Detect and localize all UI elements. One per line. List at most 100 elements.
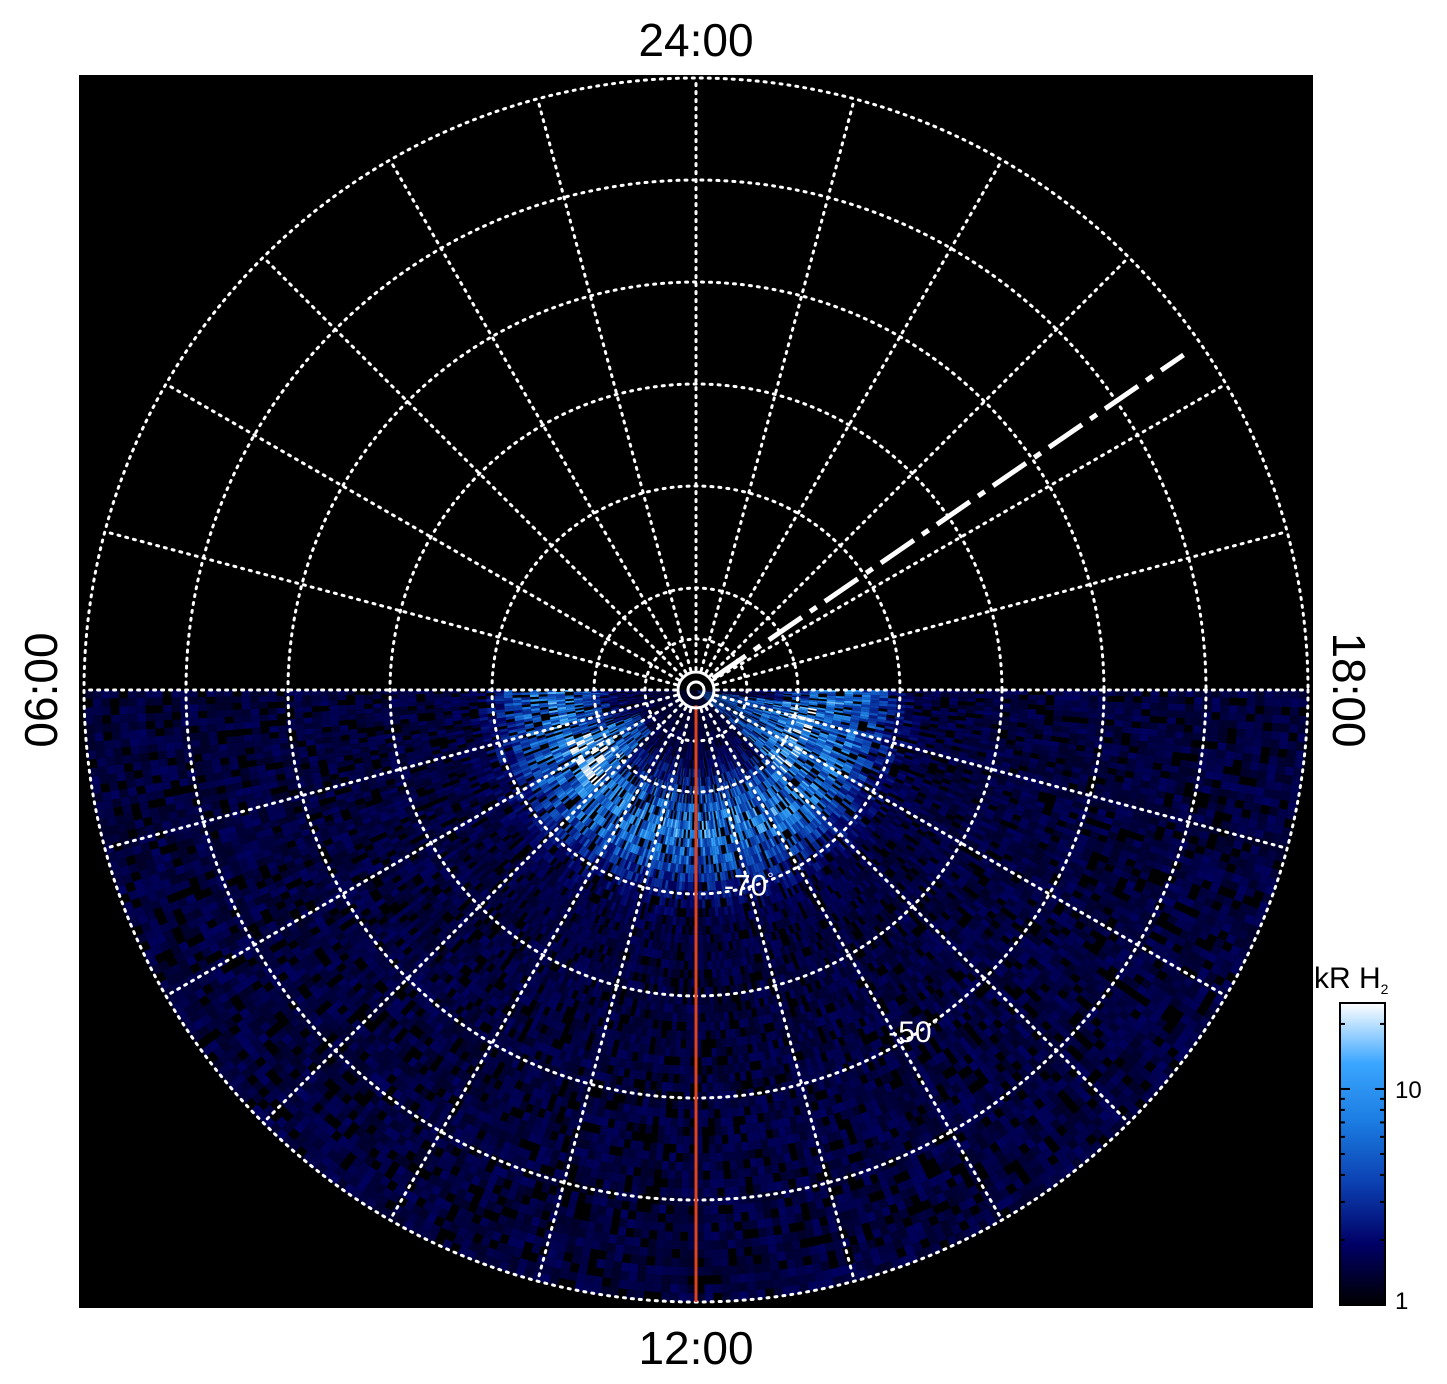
heatmap-cell — [680, 693, 689, 698]
heatmap-cell — [699, 742, 702, 751]
heatmap-cell — [783, 691, 793, 693]
heatmap-cell — [679, 692, 688, 697]
heatmap-cell — [668, 705, 676, 712]
heatmap-cell — [696, 690, 697, 699]
heatmap-cell — [870, 695, 880, 698]
heatmap-cell — [648, 723, 656, 730]
heatmap-cell — [751, 715, 760, 720]
heatmap-cell — [710, 740, 715, 749]
heatmap-cell — [693, 698, 695, 708]
heatmap-cell — [744, 708, 754, 713]
heatmap-cell — [626, 691, 635, 693]
heatmap-cell — [703, 741, 706, 751]
heatmap-cell — [626, 694, 635, 696]
heatmap-cell — [665, 744, 670, 754]
heatmap-cell — [629, 708, 639, 713]
heatmap-cell — [477, 693, 487, 697]
heatmap-cell — [729, 741, 735, 749]
heatmap-cell — [689, 698, 693, 707]
heatmap-cell — [755, 702, 765, 705]
heatmap-cell — [705, 714, 710, 723]
heatmap-cell — [647, 721, 655, 728]
heatmap-cell — [745, 705, 755, 709]
heatmap-cell — [681, 695, 689, 701]
heatmap-cell — [728, 741, 734, 750]
heatmap-cell — [674, 710, 681, 718]
heatmap-cell — [709, 700, 717, 706]
heatmap-cell — [736, 735, 743, 743]
heatmap-cell — [662, 698, 672, 702]
heatmap-cell — [672, 747, 677, 757]
heatmap-cell — [704, 714, 709, 723]
heatmap-cell — [712, 710, 718, 718]
heatmap-cell — [757, 694, 766, 696]
heatmap-cell — [674, 730, 679, 739]
heatmap-cell — [692, 690, 696, 699]
heatmap-cell — [675, 711, 681, 719]
heatmap-cell — [756, 695, 766, 697]
heatmap-cell — [689, 724, 691, 734]
heatmap-cell — [718, 716, 726, 723]
heatmap-cell — [666, 704, 675, 710]
heatmap-cell — [635, 699, 645, 703]
heatmap-cell — [720, 698, 729, 703]
heatmap-cell — [654, 739, 660, 747]
heatmap-cell — [703, 864, 707, 874]
heatmap-cell — [701, 696, 708, 704]
heatmap-cell — [655, 729, 663, 737]
heatmap-cell — [678, 691, 688, 693]
heatmap-cell — [732, 738, 739, 746]
heatmap-cell — [756, 698, 766, 701]
heatmap-cell — [650, 724, 658, 732]
heatmap-cell — [709, 700, 717, 707]
heatmap-cell — [679, 692, 688, 696]
heatmap-cell — [692, 698, 695, 708]
heatmap-cell — [698, 698, 701, 707]
heatmap-cell — [700, 697, 705, 706]
heatmap-cell — [709, 701, 717, 707]
heatmap-cell — [716, 706, 724, 713]
heatmap-cell — [662, 733, 668, 742]
heatmap-cell — [707, 703, 713, 711]
heatmap-cell — [687, 873, 691, 883]
heatmap-cell — [710, 711, 717, 719]
heatmap-cell — [671, 718, 677, 727]
heatmap-cell — [664, 700, 673, 705]
heatmap-cell — [643, 730, 651, 737]
heatmap-cell — [661, 695, 671, 698]
heatmap-cell — [685, 706, 690, 715]
heatmap-cell — [678, 690, 688, 692]
heatmap-cell — [683, 741, 686, 750]
heatmap-cell — [671, 738, 676, 747]
heatmap-cell — [683, 696, 690, 703]
heatmap-cell — [689, 715, 692, 725]
heatmap-cell — [703, 693, 712, 698]
heatmap-cell — [679, 916, 683, 926]
heatmap-cell — [652, 695, 662, 698]
heatmap-cell — [698, 856, 701, 865]
heatmap-cell — [666, 745, 672, 754]
heatmap-cell — [712, 696, 721, 700]
heatmap-cell — [723, 734, 730, 742]
heatmap-cell — [702, 908, 706, 918]
heatmap-cell — [729, 718, 737, 725]
heatmap-cell — [700, 715, 702, 725]
heatmap-cell — [702, 696, 709, 703]
heatmap-cell — [460, 696, 469, 701]
heatmap-cell — [672, 709, 679, 717]
heatmap-cell — [673, 738, 677, 747]
heatmap-cell — [667, 746, 673, 755]
heatmap-cell — [679, 693, 688, 697]
heatmap-cell — [702, 695, 710, 702]
heatmap-cell — [861, 697, 871, 700]
heatmap-cell — [704, 692, 713, 695]
heatmap-cell — [753, 710, 762, 715]
heatmap-cell — [734, 725, 742, 732]
heatmap-cell — [706, 703, 712, 711]
heatmap-cell — [707, 741, 710, 750]
heatmap-cell — [702, 917, 707, 926]
heatmap-cell — [701, 724, 704, 734]
heatmap-cell — [698, 724, 700, 734]
heatmap-cell — [747, 723, 755, 729]
heatmap-cell — [700, 697, 705, 706]
